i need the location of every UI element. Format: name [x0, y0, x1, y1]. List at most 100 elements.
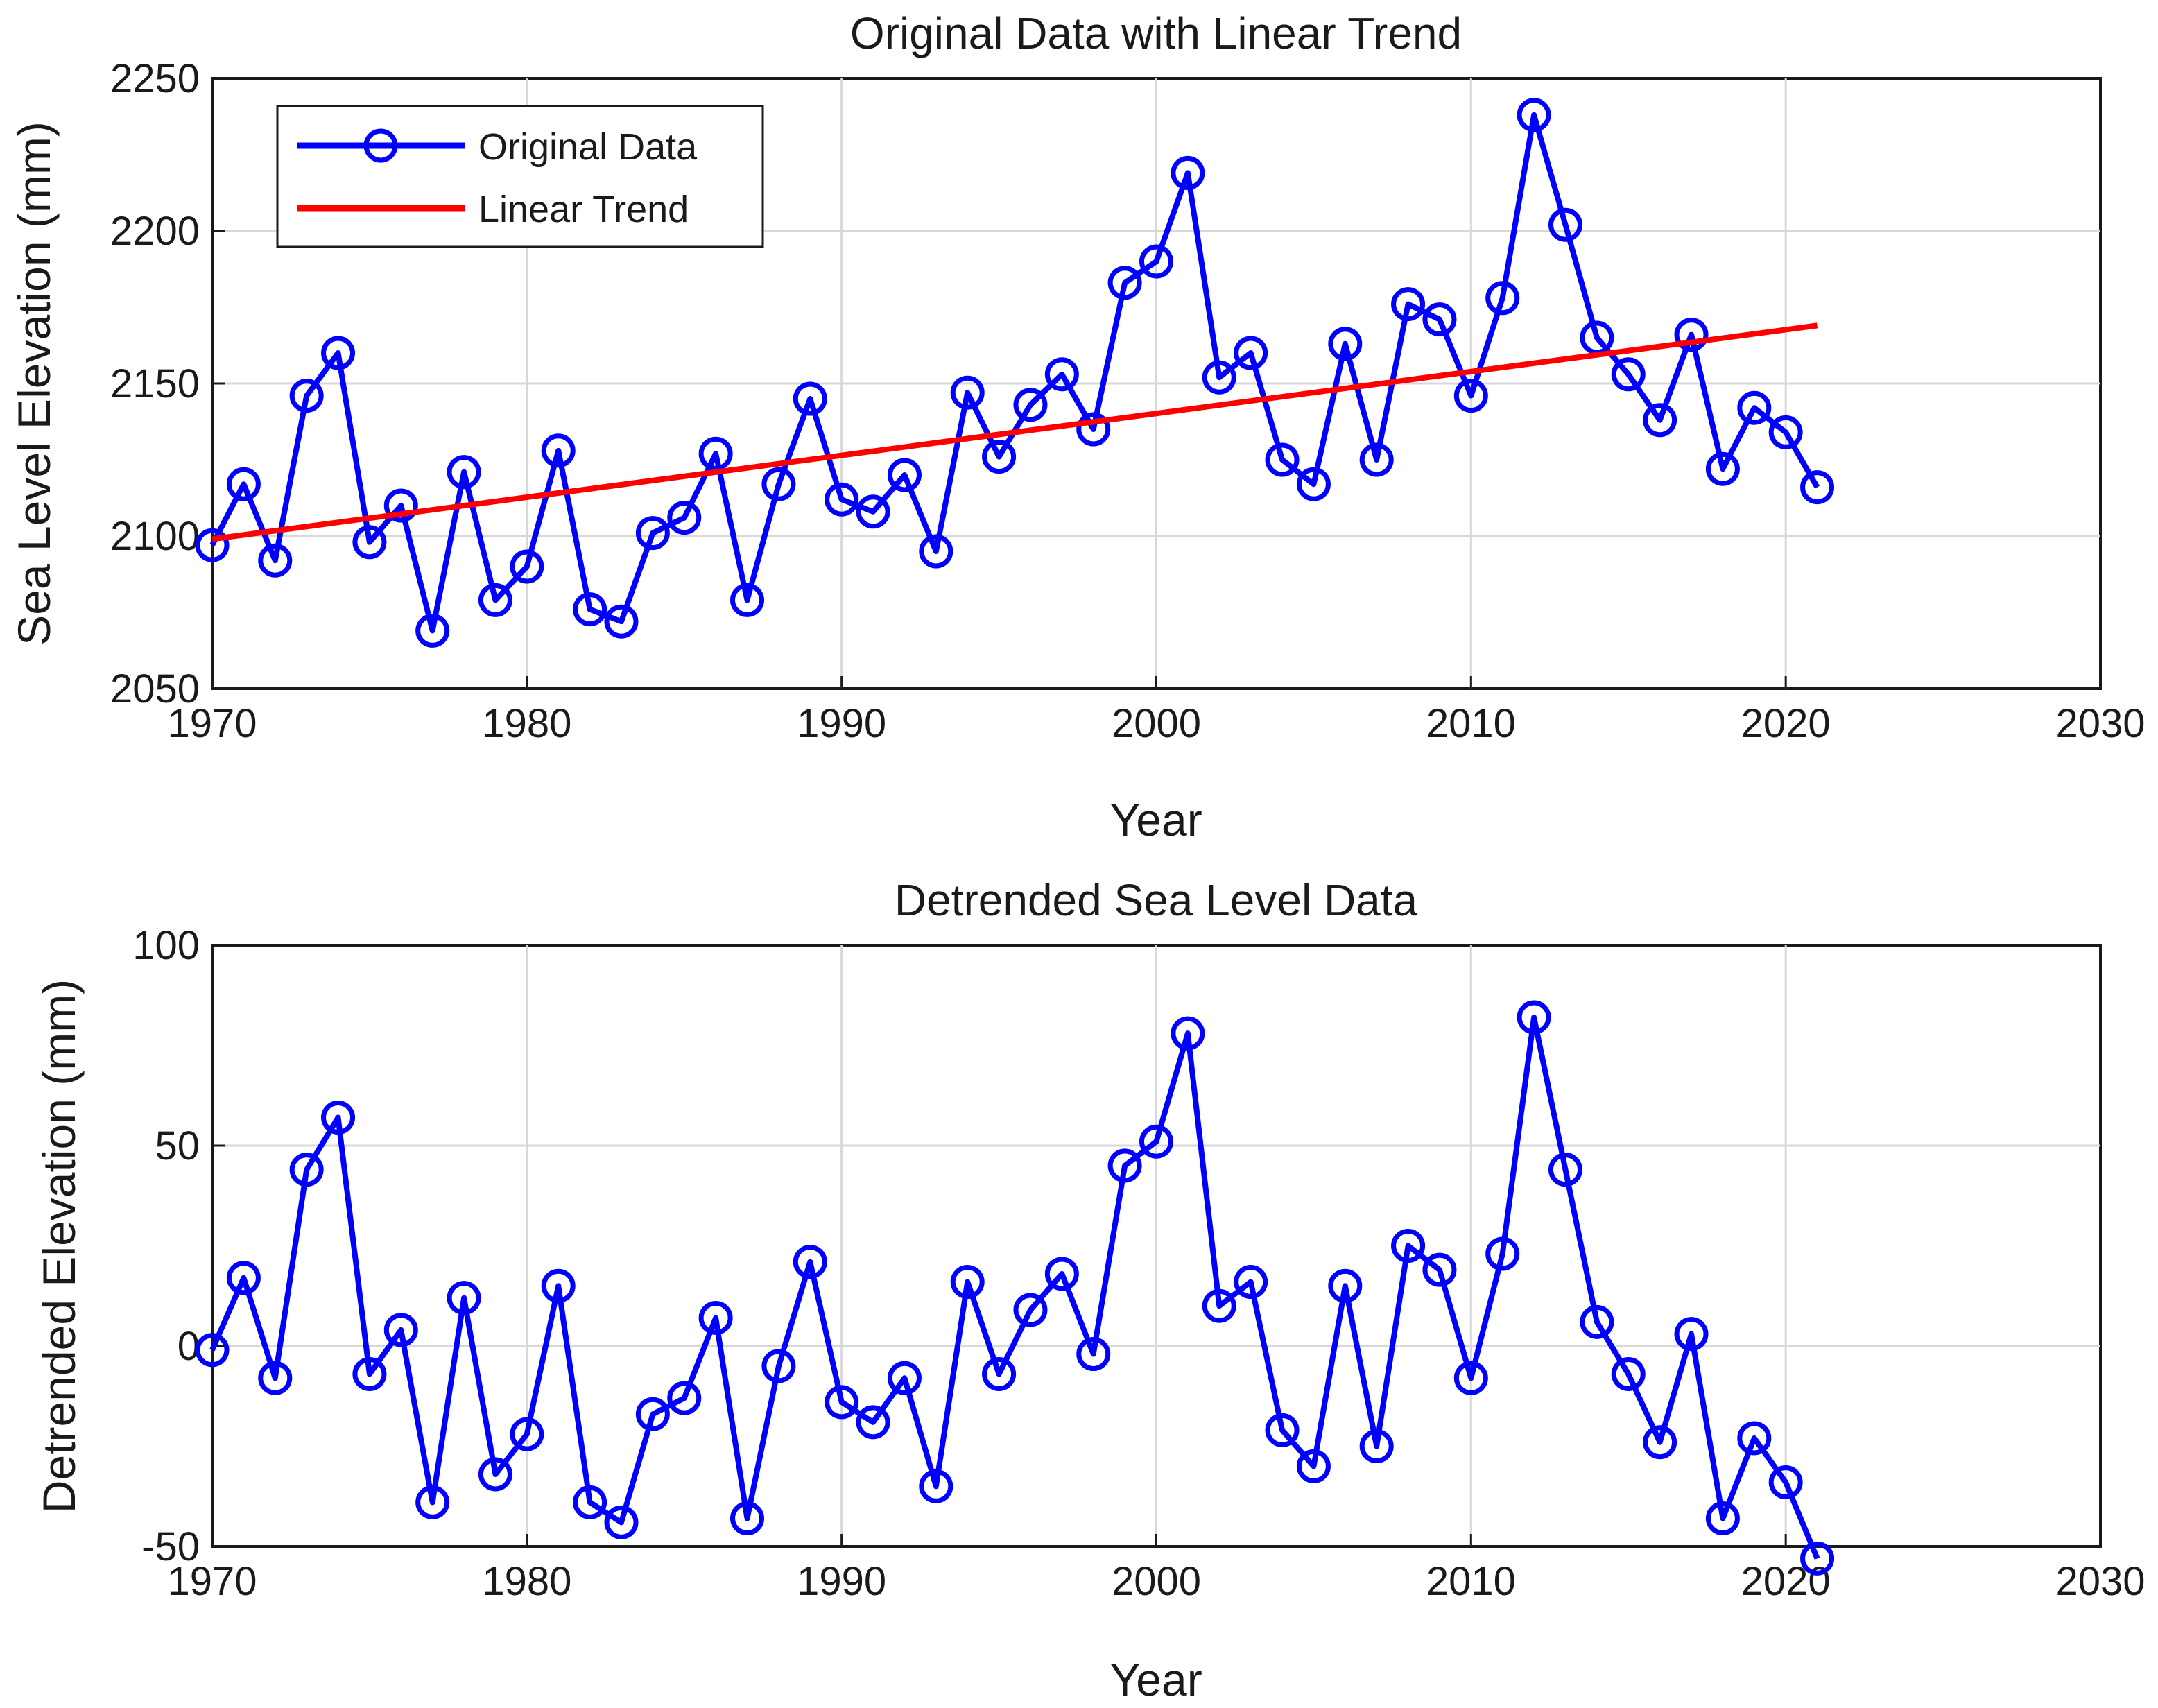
top-original-data-point — [1453, 379, 1488, 413]
bottom-detrended-point — [510, 1417, 544, 1451]
top-original-data-point — [1391, 287, 1426, 322]
top-original-data-point — [667, 501, 702, 535]
bottom-x-tick-label: 2030 — [2055, 1559, 2145, 1604]
top-original-data-point — [1643, 403, 1677, 438]
bottom-detrended-point — [573, 1485, 607, 1519]
bottom-detrended-point — [825, 1385, 859, 1420]
top-original-data-point — [1296, 467, 1331, 501]
bottom-detrended-point — [195, 1333, 230, 1368]
top-y-tick-label: 2050 — [110, 666, 200, 711]
top-original-data-point — [1517, 98, 1551, 132]
bottom-detrended-point — [761, 1349, 796, 1383]
top-x-tick-label: 1990 — [797, 701, 886, 746]
bottom-detrended-point — [226, 1261, 261, 1295]
top-original-data-point — [321, 336, 356, 370]
top-original-data-point — [1422, 302, 1457, 337]
bottom-detrended-point — [478, 1457, 512, 1492]
bottom-detrended-point — [1548, 1153, 1582, 1187]
bottom-detrended-point — [289, 1153, 324, 1187]
bottom-detrended-point — [1453, 1361, 1488, 1395]
top-original-data-point — [1705, 451, 1740, 486]
top-x-tick-label: 2010 — [1426, 701, 1516, 746]
top-original-data-point — [698, 436, 733, 471]
top-original-data-point — [1202, 360, 1236, 395]
bottom-detrended-point — [1013, 1293, 1048, 1327]
bottom-detrended-point — [1674, 1317, 1709, 1352]
top-original-data-point — [1800, 470, 1835, 505]
bottom-detrended-point — [793, 1245, 827, 1279]
top-original-data-point — [1013, 388, 1048, 422]
top-original-data-point — [887, 458, 922, 492]
bottom-x-tick-label: 2020 — [1741, 1559, 1831, 1604]
bottom-detrended-point — [1296, 1449, 1331, 1483]
top-original-data-point — [541, 433, 576, 468]
bottom-detrended-point — [415, 1485, 450, 1519]
top-y-tick-label: 2200 — [110, 209, 200, 254]
bottom-detrended-point — [1359, 1429, 1394, 1463]
bottom-detrended-point — [730, 1501, 765, 1536]
bottom-detrended-point — [1234, 1265, 1268, 1300]
bottom-detrended-point — [1076, 1337, 1111, 1372]
bottom-x-tick-label: 1970 — [167, 1559, 257, 1604]
legend-trend-label: Linear Trend — [478, 189, 689, 230]
bottom-detrended-point — [1107, 1148, 1142, 1183]
top-original-data-point — [447, 455, 481, 490]
bottom-detrended-point — [447, 1281, 481, 1315]
bottom-detrended-point — [541, 1268, 576, 1303]
top-original-data-point — [730, 583, 765, 617]
bottom-y-axis-label: Detrended Elevation (mm) — [33, 979, 85, 1513]
bottom-y-tick-label: 50 — [155, 1123, 200, 1168]
top-original-data-point — [1139, 244, 1173, 279]
top-original-data-point — [1265, 442, 1300, 477]
bottom-detrended-line — [209, 1015, 1820, 1560]
top-x-axis-label: Year — [1110, 794, 1202, 845]
top-original-data-point — [1044, 357, 1079, 392]
bottom-detrended-point — [1139, 1124, 1173, 1159]
top-panel: 1970 1980 1990 2000 2010 2020 2030 2050 2100 215… — [8, 8, 2146, 845]
bottom-series-group — [195, 1000, 1835, 1576]
top-x-tick-label: 1980 — [482, 701, 571, 746]
top-y-axis-label: Sea Level Elevation (mm) — [8, 121, 60, 646]
bottom-x-tick-label: 1980 — [482, 1559, 571, 1604]
top-original-data-point — [195, 528, 230, 562]
bottom-detrended-point — [258, 1361, 293, 1395]
bottom-detrended-point — [698, 1301, 733, 1336]
bottom-x-tick-label: 2000 — [1112, 1559, 1201, 1604]
bottom-detrended-point — [1391, 1229, 1426, 1263]
bottom-detrended-point — [383, 1313, 418, 1347]
top-linear-trend-line — [212, 322, 1818, 542]
top-original-data-point — [919, 534, 953, 569]
top-chart-title: Original Data with Linear Trend — [850, 8, 1462, 58]
bottom-y-tick-label: -50 — [141, 1524, 200, 1569]
top-original-data-point — [635, 516, 670, 551]
legend-original-marker — [363, 128, 398, 163]
bottom-detrended-point — [1202, 1288, 1236, 1323]
bottom-detrended-point — [950, 1265, 985, 1300]
top-original-data-point — [950, 375, 985, 410]
top-original-data-point — [352, 525, 387, 560]
bottom-chart-title: Detrended Sea Level Data — [895, 875, 1418, 925]
bottom-detrended-point — [352, 1356, 387, 1391]
bottom-detrended-point — [321, 1101, 356, 1135]
top-original-data-point — [258, 543, 293, 578]
top-series-group — [195, 98, 1835, 648]
bottom-detrended-point — [1580, 1304, 1614, 1339]
bottom-detrended-point — [1643, 1425, 1677, 1460]
top-y-tick-label: 2100 — [110, 514, 200, 559]
top-y-tick-label: 2250 — [110, 56, 200, 101]
legend-original-label: Original Data — [478, 126, 698, 168]
top-original-data-point — [1107, 266, 1142, 300]
top-original-data-point — [604, 604, 639, 639]
bottom-detrended-point — [1800, 1541, 1835, 1576]
bottom-detrended-point — [604, 1505, 639, 1539]
bottom-y-tick-label: 100 — [132, 923, 200, 968]
top-original-data-point — [383, 488, 418, 523]
top-original-data-point — [1359, 442, 1394, 477]
top-original-data-point — [1737, 390, 1772, 425]
top-x-ticks: 1970 1980 1990 2000 2010 2020 2030 — [167, 676, 2146, 746]
bottom-detrended-point — [982, 1356, 1017, 1391]
top-original-data-point — [1328, 327, 1363, 361]
